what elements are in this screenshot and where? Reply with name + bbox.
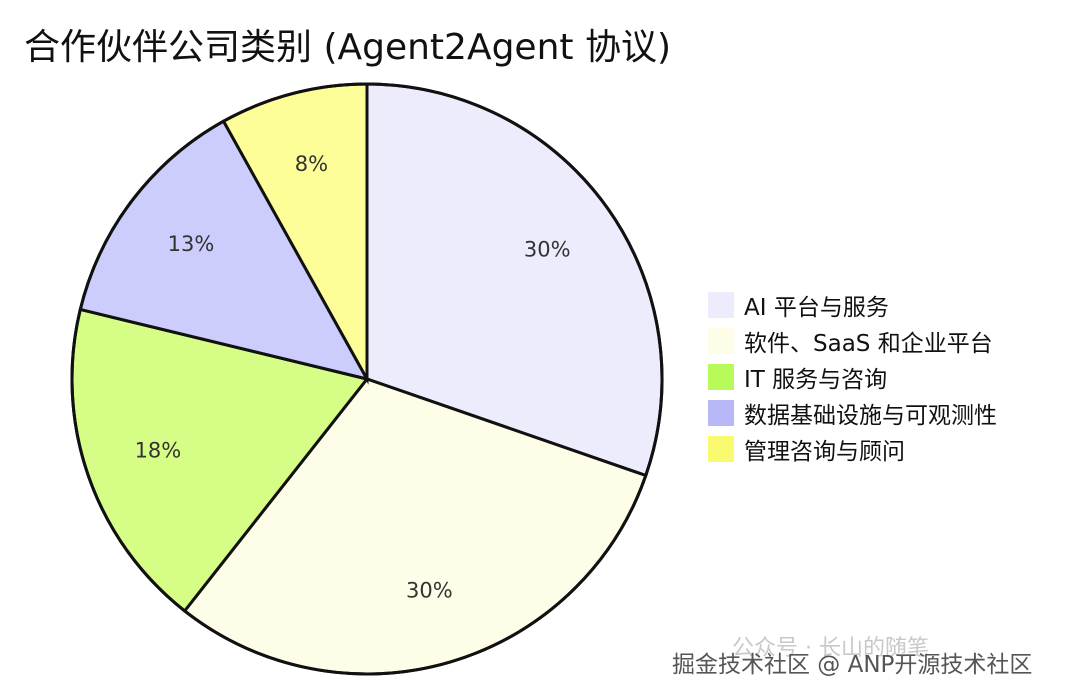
legend-swatch [708, 436, 734, 462]
legend-swatch [708, 400, 734, 426]
legend-item-ai-platforms: AI 平台与服务 [708, 287, 997, 323]
legend-item-software-saas: 软件、SaaS 和企业平台 [708, 323, 997, 359]
legend-swatch [708, 364, 734, 390]
legend: AI 平台与服务 软件、SaaS 和企业平台 IT 服务与咨询 数据基础设施与可… [708, 287, 997, 467]
legend-label: 管理咨询与顾问 [744, 439, 905, 465]
legend-item-management-consulting: 管理咨询与顾问 [708, 431, 997, 467]
pie-outline [70, 82, 664, 676]
legend-label: 数据基础设施与可观测性 [744, 403, 997, 429]
legend-swatch [708, 328, 734, 354]
chart-title: 合作伙伴公司类别 (Agent2Agent 协议) [24, 27, 671, 68]
legend-label: AI 平台与服务 [744, 295, 889, 321]
pie-slices [70, 82, 664, 676]
slice-label-data-infra: 13% [168, 232, 215, 256]
slice-label-ai-platforms: 30% [524, 238, 571, 262]
slice-label-it-services: 18% [135, 438, 182, 462]
legend-swatch [708, 292, 734, 318]
slice-label-software-saas: 30% [406, 578, 453, 602]
legend-label: 软件、SaaS 和企业平台 [744, 331, 993, 357]
slice-labels: 30% 30% 18% 13% 8% [135, 152, 571, 602]
legend-item-it-services: IT 服务与咨询 [708, 359, 997, 395]
legend-label: IT 服务与咨询 [744, 367, 888, 393]
legend-item-data-infra: 数据基础设施与可观测性 [708, 395, 997, 431]
site-watermark: 掘金技术社区 @ ANP开源技术社区 [672, 652, 1033, 678]
wechat-watermark: 公众号 · 长山的随笔 [732, 636, 929, 661]
slice-label-management-consulting: 8% [295, 152, 328, 176]
